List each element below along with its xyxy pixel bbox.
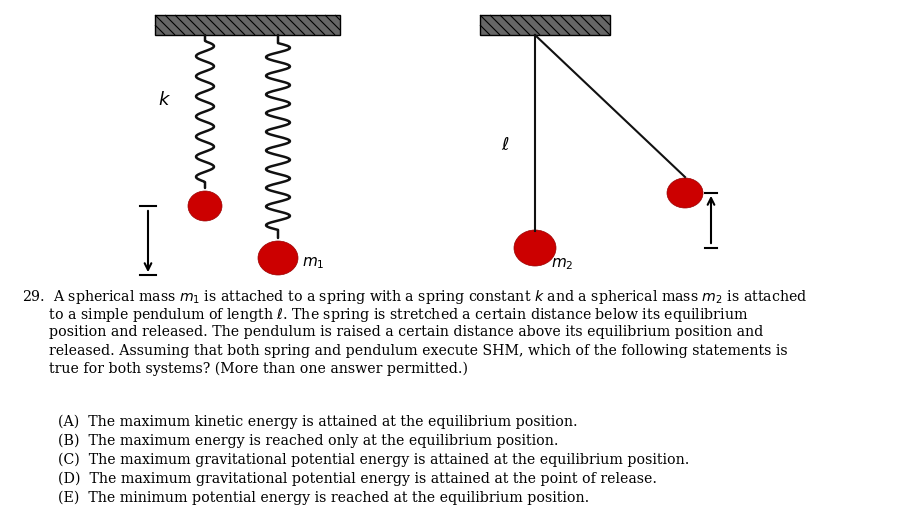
- Text: (C)  The maximum gravitational potential energy is attained at the equilibrium p: (C) The maximum gravitational potential …: [22, 453, 690, 467]
- Text: (D)  The maximum gravitational potential energy is attained at the point of rele: (D) The maximum gravitational potential …: [22, 472, 657, 486]
- Bar: [480, 15, 610, 35]
- Ellipse shape: [514, 230, 556, 266]
- Ellipse shape: [258, 241, 298, 275]
- Text: $\ell$: $\ell$: [500, 136, 510, 154]
- Text: $m_1$: $m_1$: [302, 255, 325, 271]
- Text: (E)  The minimum potential energy is reached at the equilibrium position.: (E) The minimum potential energy is reac…: [22, 491, 589, 506]
- Text: true for both systems? (More than one answer permitted.): true for both systems? (More than one an…: [22, 362, 468, 376]
- Ellipse shape: [667, 178, 703, 208]
- Text: to a simple pendulum of length $\ell$. The spring is stretched a certain distanc: to a simple pendulum of length $\ell$. T…: [22, 306, 748, 324]
- Text: (A)  The maximum kinetic energy is attained at the equilibrium position.: (A) The maximum kinetic energy is attain…: [22, 415, 577, 430]
- Ellipse shape: [188, 191, 222, 221]
- Text: $m_2$: $m_2$: [551, 256, 574, 272]
- Text: released. Assuming that both spring and pendulum execute SHM, which of the follo: released. Assuming that both spring and …: [22, 344, 787, 357]
- Text: (B)  The maximum energy is reached only at the equilibrium position.: (B) The maximum energy is reached only a…: [22, 434, 558, 448]
- Text: $k$: $k$: [158, 91, 172, 109]
- Text: 29.  A spherical mass $m_1$ is attached to a spring with a spring constant $k$ a: 29. A spherical mass $m_1$ is attached t…: [22, 288, 807, 306]
- Bar: [155, 15, 340, 35]
- Text: position and released. The pendulum is raised a certain distance above its equil: position and released. The pendulum is r…: [22, 325, 763, 339]
